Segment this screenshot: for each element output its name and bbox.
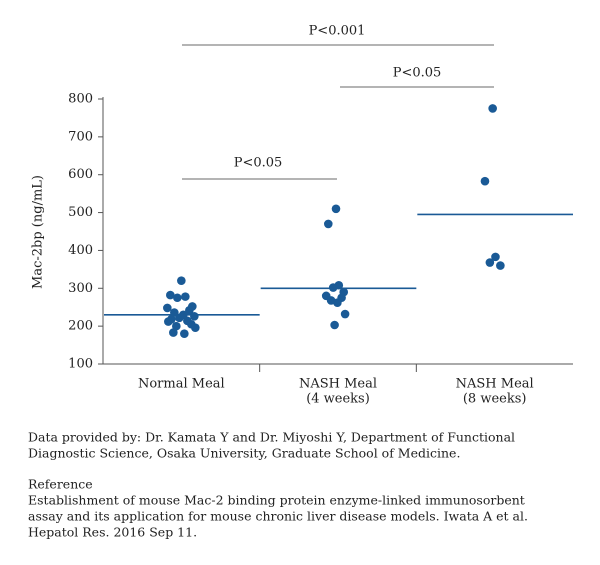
footnote-line: Reference (28, 477, 93, 492)
y-tick-label: 500 (68, 205, 93, 220)
y-tick-label: 100 (68, 357, 93, 372)
data-point (169, 328, 178, 337)
data-point (185, 305, 194, 315)
data-point (181, 292, 190, 301)
footnote-line: Diagnostic Science, Osaka University, Gr… (28, 446, 460, 461)
y-axis-label: Mac-2bp (ng/mL) (31, 175, 46, 289)
data-point (333, 298, 342, 307)
y-tick-label: 800 (68, 92, 93, 107)
data-point (488, 104, 497, 113)
y-tick-label: 400 (68, 243, 93, 258)
x-tick-label: Normal Meal (138, 377, 225, 392)
footnote-line: Hepatol Res. 2016 Sep 11. (28, 525, 197, 540)
data-point (190, 312, 199, 321)
data-point (331, 204, 341, 214)
x-tick-label: NASH Meal (299, 377, 377, 392)
footnote-line: assay and its application for mouse chro… (28, 509, 528, 524)
data-point (173, 293, 182, 303)
data-point (340, 309, 350, 319)
y-tick-label: 600 (68, 167, 93, 182)
data-point (177, 276, 186, 286)
footnote-line: Establishment of mouse Mac-2 binding pro… (28, 493, 525, 508)
y-tick-label: 300 (68, 281, 93, 296)
data-point (324, 219, 333, 229)
data-point (496, 261, 505, 270)
data-point (480, 176, 490, 186)
data-point (328, 283, 338, 292)
data-point (164, 317, 173, 326)
x-tick-label: (4 weeks) (306, 392, 370, 407)
data-point (166, 290, 175, 300)
data-point (491, 252, 500, 262)
data-point (330, 320, 339, 330)
x-tick-label: (8 weeks) (463, 392, 527, 407)
footnote-line: Data provided by: Dr. Kamata Y and Dr. M… (28, 430, 515, 445)
significance-brackets (182, 44, 494, 180)
x-tick-label: NASH Meal (456, 377, 534, 392)
annotation: P<0.05 (393, 66, 442, 81)
y-tick-label: 200 (68, 319, 93, 334)
annotation: P<0.05 (234, 156, 283, 171)
data-point (175, 313, 184, 323)
annotation: P<0.001 (309, 24, 366, 39)
data-point (191, 323, 200, 332)
data-point (180, 329, 189, 339)
data-point (163, 303, 172, 313)
y-tick-label: 700 (68, 129, 93, 144)
data-point (172, 321, 181, 331)
data-point (485, 258, 495, 267)
